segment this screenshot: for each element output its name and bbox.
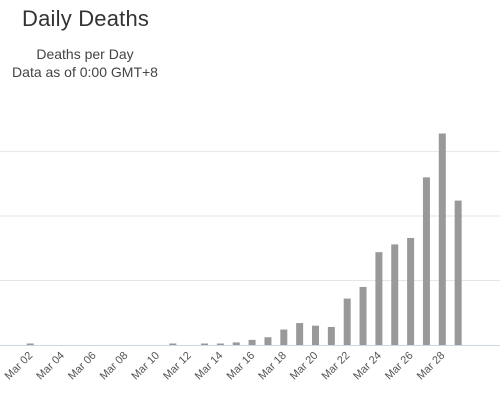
bar-mar-13[interactable]: [201, 343, 209, 346]
bar-mar-27[interactable]: [422, 177, 430, 345]
bar-mar-02[interactable]: [26, 343, 34, 346]
bar-mar-28[interactable]: [438, 133, 446, 345]
chart-title: Deaths per Day: [36, 46, 134, 62]
bars: [26, 133, 462, 346]
bar-mar-11[interactable]: [169, 343, 177, 346]
bar-mar-23[interactable]: [359, 286, 367, 345]
bar-mar-25[interactable]: [391, 244, 399, 345]
x-tick-label: Mar 16: [225, 350, 258, 383]
x-tick-label: Mar 18: [256, 350, 289, 383]
x-tick-label: Mar 22: [320, 350, 353, 383]
bar-mar-26[interactable]: [407, 237, 415, 345]
bar-mar-20[interactable]: [312, 325, 319, 345]
x-tick-label: Mar 20: [288, 350, 321, 383]
x-tick-label: Mar 12: [161, 350, 194, 383]
bar-mar-22[interactable]: [343, 298, 351, 345]
bar-mar-18[interactable]: [280, 329, 288, 345]
x-tick-label: Mar 04: [34, 350, 67, 383]
x-tick-label: Mar 10: [129, 350, 162, 383]
x-tick-label: Mar 02: [3, 350, 36, 383]
bar-mar-24[interactable]: [375, 252, 383, 345]
bar-mar-14[interactable]: [216, 343, 224, 346]
x-tick-label: Mar 28: [415, 350, 448, 383]
chart-heading: Daily Deaths: [22, 6, 150, 31]
bar-mar-15[interactable]: [232, 342, 240, 345]
chart-subtitle: Data as of 0:00 GMT+8: [12, 64, 158, 80]
bar-mar-16[interactable]: [248, 339, 256, 345]
x-tick-label: Mar 24: [351, 350, 384, 383]
x-tick-label: Mar 08: [98, 350, 131, 383]
bar-mar-29[interactable]: [454, 200, 462, 345]
x-tick-label: Mar 26: [383, 350, 416, 383]
bar-mar-19[interactable]: [296, 323, 304, 345]
gridlines: [0, 151, 500, 282]
x-tick-label: Mar 14: [193, 350, 226, 383]
bar-mar-17[interactable]: [264, 337, 272, 345]
bar-mar-21[interactable]: [327, 326, 335, 345]
x-tick-label: Mar 06: [66, 350, 99, 383]
